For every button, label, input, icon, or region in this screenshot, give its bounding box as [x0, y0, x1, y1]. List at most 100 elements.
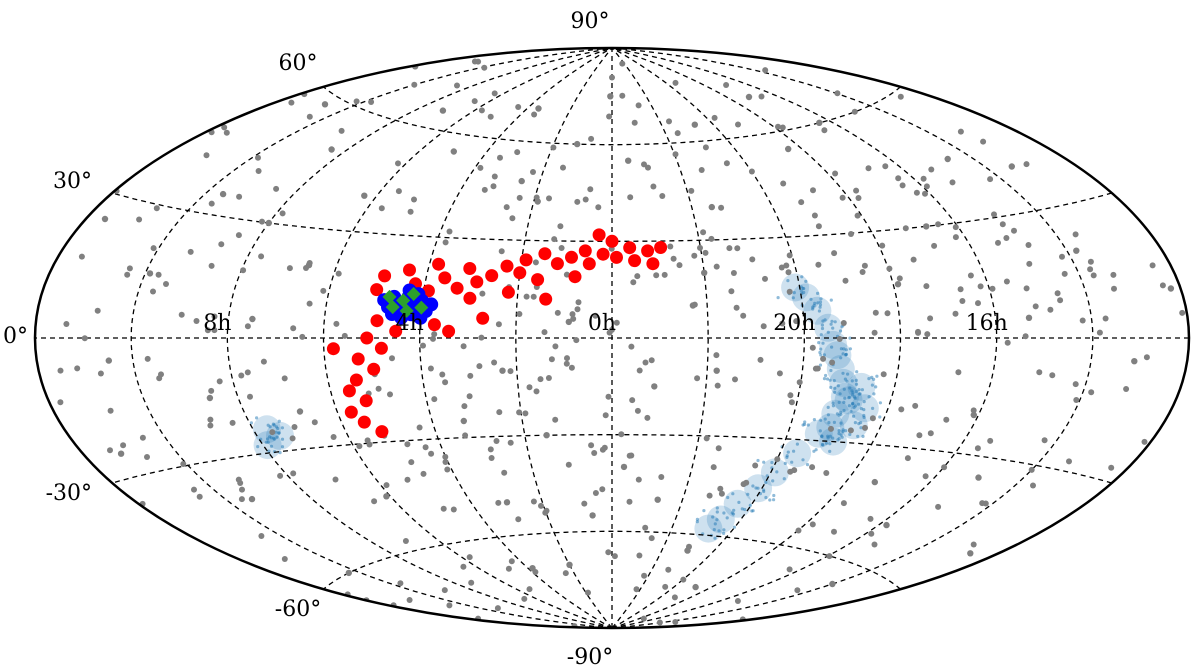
meridian-line: [226, 48, 613, 628]
field-point: [499, 367, 506, 374]
background-star: [832, 170, 839, 177]
density-point: [817, 341, 821, 345]
stream-point: [403, 263, 416, 277]
background-star: [834, 90, 841, 97]
background-star: [514, 149, 521, 156]
background-star: [588, 442, 595, 449]
background-star: [203, 152, 210, 159]
background-star: [522, 410, 529, 417]
background-star: [871, 329, 878, 336]
background-star: [896, 275, 903, 282]
background-star: [785, 269, 792, 276]
field-point: [745, 93, 753, 101]
background-star: [411, 196, 417, 203]
density-point: [832, 420, 837, 424]
background-star: [1149, 262, 1156, 269]
background-star: [829, 359, 836, 366]
background-star: [935, 221, 942, 228]
background-star: [812, 365, 819, 372]
lon-tick-label: 4h: [396, 311, 424, 336]
background-star: [290, 470, 297, 477]
background-star: [335, 270, 342, 277]
background-star: [1111, 285, 1117, 292]
density-point: [837, 429, 841, 433]
density-point: [269, 436, 273, 440]
density-point: [814, 448, 818, 452]
background-star: [244, 323, 251, 330]
density-point: [850, 379, 854, 383]
density-point: [825, 377, 830, 381]
background-star: [187, 248, 194, 255]
density-point: [280, 437, 285, 441]
background-star: [406, 597, 413, 603]
background-star: [920, 175, 927, 182]
density-point: [782, 477, 786, 481]
density-point: [819, 347, 823, 351]
stream-point: [519, 253, 533, 267]
stream-point: [367, 362, 381, 376]
background-star: [886, 265, 893, 272]
background-star: [236, 193, 243, 200]
stream-point: [501, 285, 515, 299]
background-star: [779, 124, 786, 131]
stream-point: [623, 241, 637, 255]
stream-point: [374, 341, 388, 355]
background-star: [207, 416, 214, 423]
diamond-point: [399, 303, 414, 318]
density-point: [809, 297, 813, 301]
background-star: [573, 337, 580, 344]
background-star: [809, 464, 816, 471]
density-point: [771, 479, 775, 483]
background-star: [509, 215, 516, 222]
density-point: [846, 372, 850, 376]
background-star: [440, 505, 447, 512]
field-point: [1167, 285, 1175, 292]
background-star: [541, 329, 548, 336]
stream-point: [432, 257, 446, 271]
parallel-line: [323, 86, 901, 146]
background-star: [462, 432, 469, 439]
density-point: [751, 484, 755, 488]
background-star: [796, 379, 803, 386]
background-star: [446, 228, 453, 235]
background-star: [670, 255, 677, 262]
field-point: [248, 495, 256, 503]
background-star: [980, 138, 987, 145]
density-point: [831, 326, 835, 330]
background-star: [477, 164, 484, 171]
stream-point: [531, 273, 545, 287]
graticule: [35, 48, 1189, 628]
density-point: [837, 400, 841, 404]
background-star: [915, 329, 922, 336]
core-point: [413, 310, 428, 325]
background-star: [1072, 381, 1079, 388]
background-star: [836, 336, 843, 342]
density-point: [822, 353, 827, 357]
stream-point: [438, 271, 452, 285]
density-point: [715, 506, 719, 510]
background-star: [735, 121, 741, 128]
background-star: [840, 320, 847, 326]
background-star: [659, 193, 666, 199]
background-star: [208, 200, 215, 207]
background-star: [494, 605, 501, 612]
stream-point: [463, 291, 477, 305]
background-star: [497, 154, 503, 161]
background-star: [516, 194, 523, 201]
background-star: [959, 298, 966, 304]
background-star: [703, 435, 710, 442]
background-star: [1004, 339, 1011, 346]
background-star: [490, 183, 497, 190]
lat-tick-label: 90°: [571, 9, 610, 34]
background-star: [631, 119, 638, 126]
background-star: [273, 185, 280, 192]
background-star: [475, 58, 482, 65]
background-star: [531, 111, 538, 118]
background-star: [791, 467, 798, 474]
density-point: [800, 275, 804, 279]
stream-point: [610, 250, 623, 264]
density-point: [856, 402, 861, 406]
field-point: [296, 408, 304, 415]
density-point: [790, 460, 794, 464]
density-point: [772, 493, 776, 498]
